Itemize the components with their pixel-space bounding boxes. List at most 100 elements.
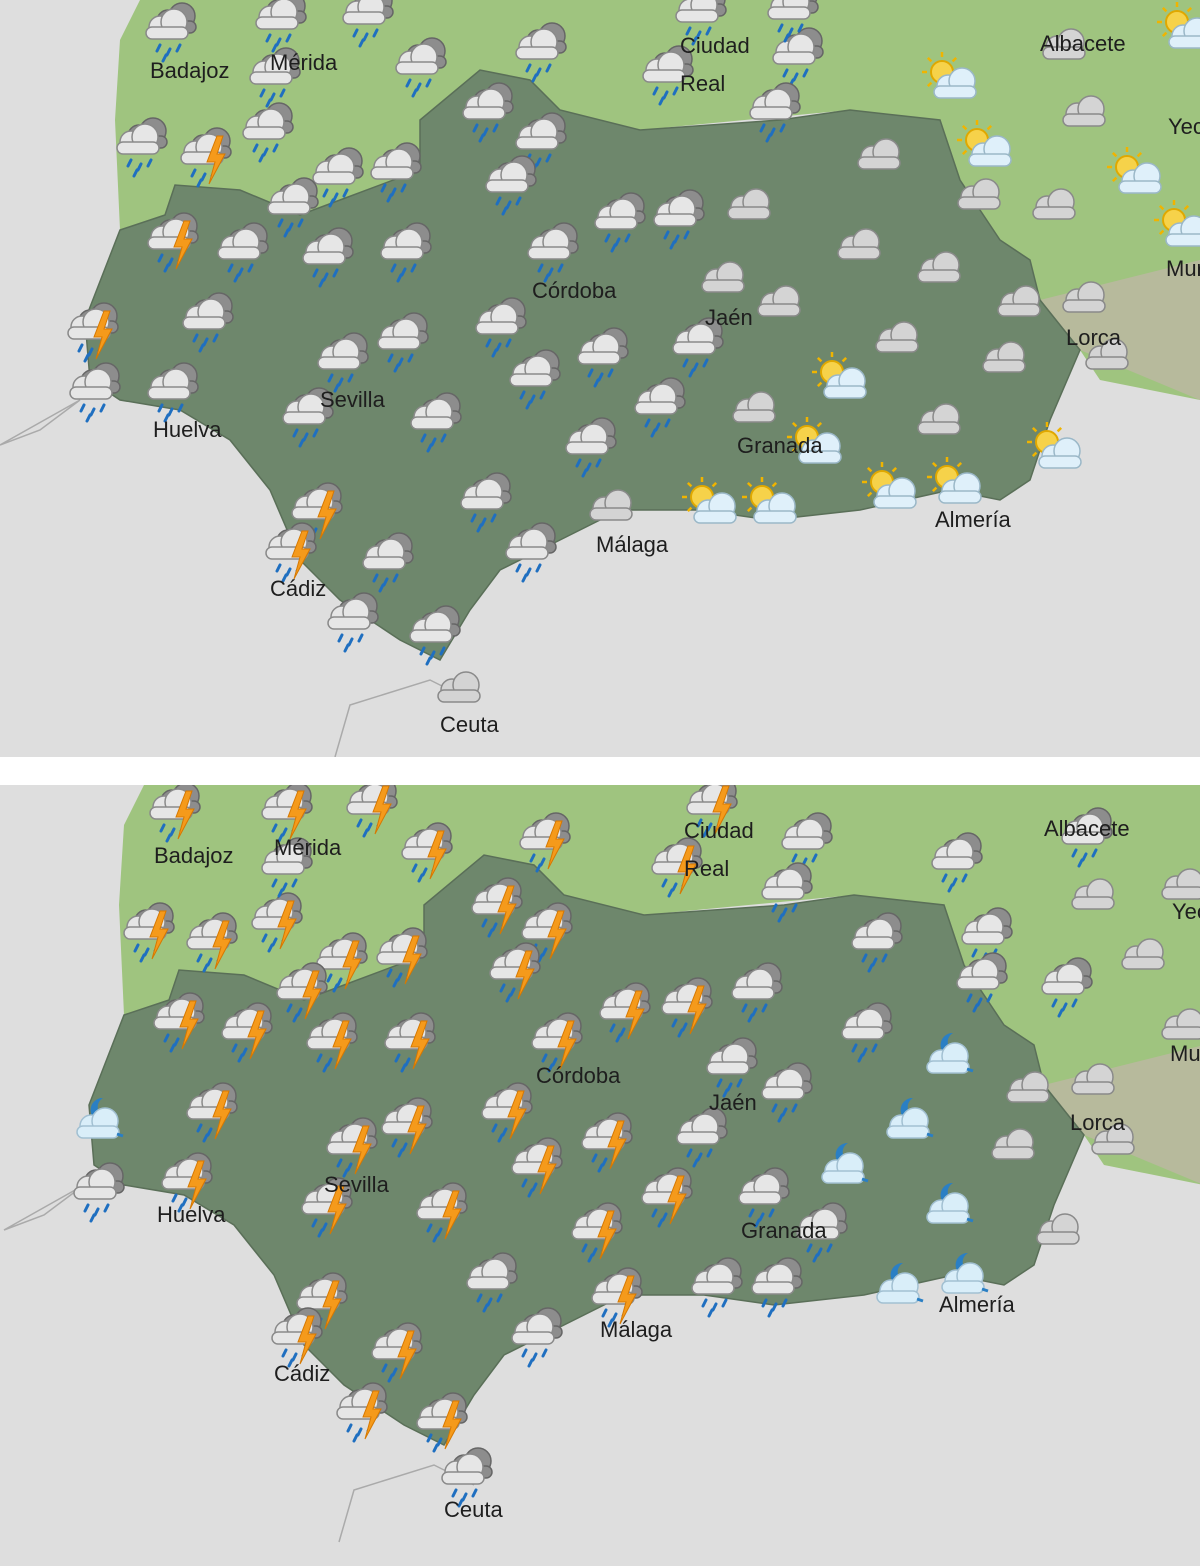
weather-icon xyxy=(255,0,307,53)
weather-icon xyxy=(676,1107,728,1168)
weather-icon xyxy=(682,477,737,524)
weather-icon xyxy=(1071,1063,1115,1095)
city-label: Ciudad xyxy=(684,818,754,843)
weather-icon xyxy=(1041,957,1093,1018)
weather-icon xyxy=(153,992,205,1053)
weather-icon xyxy=(701,261,745,293)
weather-icon xyxy=(416,1182,468,1243)
weather-icon xyxy=(1085,338,1129,370)
weather-icon xyxy=(410,392,462,453)
weather-icon xyxy=(691,1257,743,1318)
weather-icon xyxy=(76,1097,124,1139)
weather-icon xyxy=(147,362,199,423)
weather-icon xyxy=(565,417,617,478)
weather-icon xyxy=(661,977,713,1038)
weather-icon xyxy=(926,1032,974,1074)
weather-icon xyxy=(147,212,199,273)
weather-icon xyxy=(1071,878,1115,910)
weather-icon xyxy=(527,222,579,283)
weather-icon xyxy=(265,522,317,583)
weather-icon xyxy=(917,403,961,435)
weather-icon xyxy=(505,522,557,583)
city-label: Granada xyxy=(737,433,823,458)
weather-icon xyxy=(875,321,919,353)
weather-icon xyxy=(261,785,313,843)
weather-icon xyxy=(787,417,842,464)
weather-icon xyxy=(1107,147,1162,194)
weather-icon xyxy=(384,1012,436,1073)
weather-icon xyxy=(276,962,328,1023)
weather-icon xyxy=(291,482,343,543)
city-label: Granada xyxy=(741,1218,827,1243)
weather-icon xyxy=(772,27,824,88)
weather-icon xyxy=(531,1012,583,1073)
weather-icon xyxy=(634,377,686,438)
city-label: Sevilla xyxy=(324,1172,390,1197)
weather-icon xyxy=(841,1002,893,1063)
weather-icon xyxy=(377,312,429,373)
weather-icon xyxy=(727,188,771,220)
weather-icon xyxy=(312,147,364,208)
weather-icon xyxy=(342,0,394,48)
border xyxy=(0,399,81,446)
weather-icon xyxy=(641,1167,693,1228)
weather-icon xyxy=(296,1272,348,1333)
weather-icon xyxy=(982,341,1026,373)
weather-icon xyxy=(217,222,269,283)
weather-icon xyxy=(336,1382,388,1443)
weather-icon xyxy=(731,962,783,1023)
city-label: Lorca xyxy=(1066,325,1122,350)
city-label: Cádiz xyxy=(274,1361,330,1386)
weather-icon xyxy=(180,127,232,188)
weather-icon xyxy=(466,1252,518,1313)
city-label: Almería xyxy=(935,507,1012,532)
weather-icon xyxy=(927,457,982,504)
weather-icon xyxy=(594,192,646,253)
weather-icon xyxy=(589,489,633,521)
city-label: Yecla xyxy=(1168,114,1200,139)
map-panel: Badajoz Mérida Ciudad Real Albacete Yecla Murc… xyxy=(0,0,1200,757)
weather-icon xyxy=(161,1152,213,1213)
city-label: Albacete xyxy=(1044,816,1130,841)
weather-icon xyxy=(460,472,512,533)
weather-icon xyxy=(116,117,168,178)
weather-icon xyxy=(941,1252,989,1294)
land-north xyxy=(0,0,1200,400)
weather-icon xyxy=(381,1097,433,1158)
weather-icon xyxy=(577,327,629,388)
weather-icon xyxy=(123,902,175,963)
map-panel: Badajoz Mérida Ciudad Real Albacete Yecla Murc… xyxy=(0,785,1200,1566)
city-label: Murcia xyxy=(1166,256,1200,281)
weather-icon xyxy=(749,82,801,143)
weather-icon xyxy=(346,785,398,838)
weather-icon xyxy=(221,1002,273,1063)
weather-icon xyxy=(931,832,983,893)
weather-icon xyxy=(362,532,414,593)
weather-icon xyxy=(1042,28,1086,60)
weather-icon xyxy=(186,1082,238,1143)
weather-icon xyxy=(267,177,319,238)
weather-icon xyxy=(376,927,428,988)
weather-icon xyxy=(401,822,453,883)
weather-icon xyxy=(481,1082,533,1143)
weather-icon xyxy=(1032,188,1076,220)
weather-icon xyxy=(886,1097,934,1139)
city-label: Badajoz xyxy=(154,843,234,868)
weather-icon xyxy=(1161,1008,1200,1040)
weather-icon xyxy=(316,932,368,993)
weather-icon xyxy=(732,391,776,423)
weather-icon xyxy=(441,1447,493,1508)
weather-icon xyxy=(511,1307,563,1368)
weather-icon xyxy=(145,2,197,63)
weather-icon xyxy=(1062,95,1106,127)
weather-icon xyxy=(261,837,313,898)
weather-icon xyxy=(642,45,694,106)
weather-icon xyxy=(1157,2,1200,49)
city-label: Yecla xyxy=(1172,899,1200,924)
weather-icon xyxy=(862,462,917,509)
weather-icon xyxy=(371,1322,423,1383)
city-label: Córdoba xyxy=(536,1063,621,1088)
weather-icon xyxy=(1027,422,1082,469)
weather-icon xyxy=(757,285,801,317)
city-label: Huelva xyxy=(157,1202,226,1227)
